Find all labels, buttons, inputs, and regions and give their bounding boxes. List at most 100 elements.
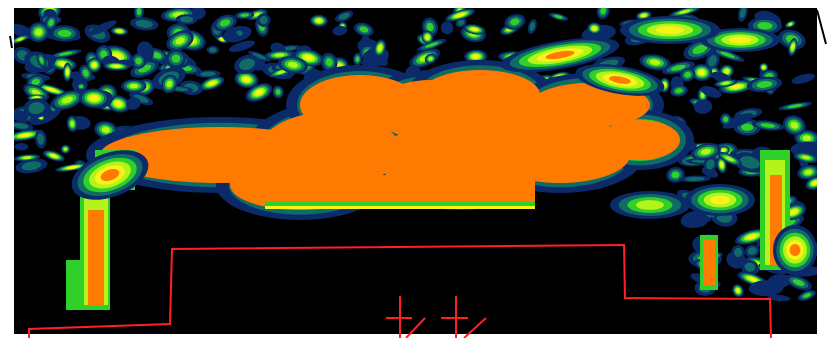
heat-blob	[14, 121, 34, 131]
heat-blob	[353, 52, 362, 66]
heat-blob	[60, 144, 71, 154]
heat-blob	[165, 49, 186, 68]
heat-blob	[670, 84, 688, 97]
heat-blob	[417, 38, 447, 52]
tick-marks	[9, 9, 827, 231]
heat-blob	[28, 22, 50, 43]
heat-blob	[690, 143, 721, 161]
heat-blob	[733, 152, 767, 173]
hot-core	[420, 70, 540, 120]
tick-mark	[702, 221, 710, 231]
heat-blob	[711, 47, 745, 62]
heat-blob	[784, 20, 796, 28]
heat-blob	[575, 64, 665, 96]
heat-blob	[256, 13, 271, 27]
heat-blob	[731, 244, 745, 261]
heat-blob	[424, 53, 437, 64]
heat-blob	[332, 25, 348, 36]
heat-blob	[527, 18, 537, 34]
heat-blob	[89, 20, 117, 36]
heat-blob	[23, 98, 50, 118]
heat-blob	[106, 95, 131, 113]
heat-blob	[34, 129, 47, 149]
heat-blob	[610, 191, 690, 219]
outline-path	[28, 243, 772, 338]
heat-blob	[14, 142, 29, 151]
heat-blob	[374, 39, 386, 57]
heat-blob	[587, 22, 602, 35]
heat-blob	[195, 70, 221, 78]
heat-blob	[310, 14, 328, 27]
red-outline	[28, 243, 772, 338]
heat-blob	[714, 79, 738, 88]
hot-slab-rim	[265, 202, 535, 208]
heat-blob	[759, 62, 769, 72]
tick-mark	[9, 35, 13, 49]
heat-blob	[361, 56, 377, 66]
heat-blob	[738, 8, 748, 22]
tick-mark	[816, 9, 827, 45]
heat-blob	[50, 49, 82, 59]
heat-blob	[732, 284, 744, 298]
heat-blob	[110, 26, 128, 36]
heat-blob	[691, 64, 713, 81]
heat-blob	[134, 8, 144, 20]
heat-blob	[102, 62, 130, 71]
heat-blob	[277, 56, 309, 74]
heat-blob	[15, 158, 48, 174]
heat-blob	[722, 113, 754, 129]
left-column-core	[88, 210, 104, 305]
heat-layer	[14, 8, 817, 310]
heat-blob	[76, 82, 86, 91]
heat-blob	[694, 99, 713, 114]
heat-blob	[320, 52, 338, 72]
heat-blob	[175, 14, 198, 25]
heat-blob	[130, 17, 159, 31]
heat-blob	[228, 40, 256, 52]
heat-blob	[129, 92, 154, 106]
heat-blob	[272, 85, 284, 99]
heat-blob	[716, 151, 742, 166]
heat-blob	[744, 244, 760, 258]
heat-blob	[44, 14, 58, 31]
left-column-rim	[66, 260, 84, 310]
heat-blob	[668, 8, 701, 17]
heat-blob	[685, 184, 755, 216]
marker-diagonal-2	[463, 317, 487, 338]
heat-blob	[247, 50, 271, 62]
heat-blob	[716, 156, 727, 174]
heat-blob	[782, 115, 806, 136]
heat-blob	[788, 38, 798, 56]
heat-blob	[680, 210, 712, 229]
heat-blob	[66, 115, 78, 132]
heat-blob	[455, 18, 467, 28]
heat-blob	[705, 51, 720, 71]
heat-blob	[445, 8, 475, 22]
heat-blob	[746, 76, 783, 93]
heat-blob	[49, 25, 81, 42]
heat-blob	[14, 129, 43, 141]
hot-slab-rim	[265, 206, 535, 209]
heat-blob	[245, 83, 273, 102]
heat-blob	[36, 52, 47, 69]
heat-blob	[440, 21, 454, 35]
heat-blob	[131, 53, 147, 69]
heat-blob	[500, 37, 620, 73]
heat-blob	[805, 176, 817, 190]
heat-blob	[206, 45, 219, 55]
heat-blob	[463, 24, 486, 35]
heat-blob	[778, 101, 813, 111]
heat-blob	[14, 154, 41, 162]
heat-blob	[86, 57, 102, 73]
heat-blob	[700, 86, 722, 98]
heat-blob	[50, 90, 84, 111]
heat-blob	[679, 175, 711, 183]
heat-blob	[639, 54, 671, 71]
heat-blob	[63, 62, 72, 82]
heat-blob	[751, 120, 785, 131]
heat-blob	[213, 14, 237, 32]
heat-blob	[166, 30, 194, 51]
heat-blob	[14, 34, 30, 44]
hot-core	[490, 127, 630, 183]
